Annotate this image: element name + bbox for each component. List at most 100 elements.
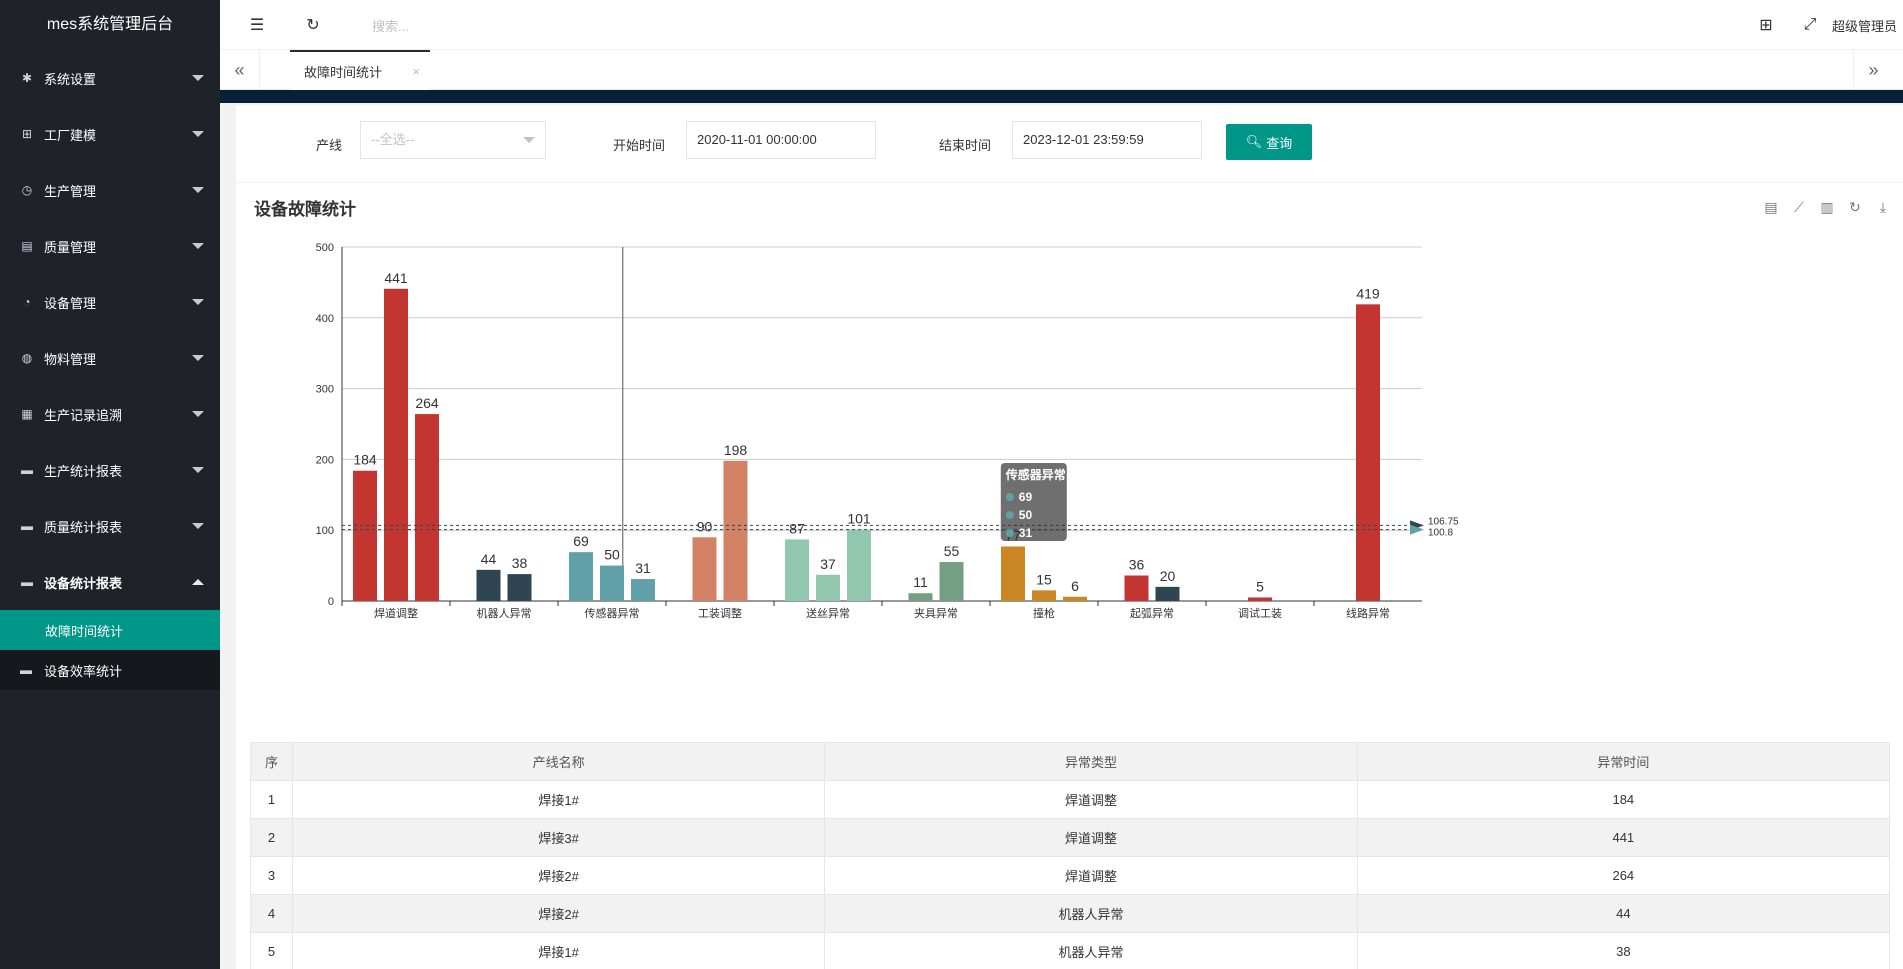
sidebar-item-label: 生产管理: [44, 183, 97, 199]
x-tick-label: 夹具异常: [914, 607, 958, 620]
filter-bar: 产线 --全选-- 开始时间 2020-11-01 00:00:00 结束时间 …: [236, 105, 1903, 183]
query-button[interactable]: 🔍︎ 查询: [1226, 124, 1312, 160]
sidebar-item-factory-modeling[interactable]: ⊞ 工厂建模: [0, 106, 220, 162]
data-label: 441: [384, 270, 408, 286]
data-label: 419: [1356, 285, 1380, 301]
table-cell: 焊接1#: [291, 932, 826, 969]
sidebar-item-equipment-report[interactable]: ▬ 设备统计报表: [0, 554, 220, 610]
fullscreen-icon[interactable]: ⤢: [1803, 16, 1817, 33]
document-icon: ▤: [21, 239, 33, 253]
tooltip-value: 31: [1019, 526, 1033, 540]
tooltip-title: 传感器异常: [1005, 467, 1066, 482]
bar: [1001, 546, 1025, 601]
chevron-down-icon: [192, 299, 204, 305]
table-header-row: 序 产线名称 异常类型 异常时间: [250, 742, 1891, 781]
sidebar-item-quality-management[interactable]: ▤ 质量管理: [0, 218, 220, 274]
data-label: 264: [415, 395, 439, 411]
data-label: 55: [944, 543, 960, 559]
refresh-icon[interactable]: ↻: [306, 17, 320, 34]
tab-strip: [220, 90, 1903, 103]
sidebar-subitem-equipment-efficiency[interactable]: ▬ 设备效率统计: [0, 650, 220, 690]
download-icon[interactable]: ⤓: [1879, 198, 1887, 215]
table-header: 序: [250, 742, 293, 781]
bar: [692, 537, 717, 601]
sidebar-item-label: 质量管理: [44, 239, 97, 255]
x-tick-label: 焊道调整: [374, 606, 418, 620]
chevron-down-icon: [192, 467, 204, 473]
chevron-down-icon: [192, 187, 204, 193]
table-row: 2 焊接3# 焊道调整 441: [250, 818, 1891, 857]
bar: [1155, 586, 1180, 601]
start-time-label: 开始时间: [613, 138, 666, 153]
bar: [600, 565, 624, 601]
bar: [1063, 596, 1087, 601]
sidebar-item-production-report[interactable]: ▬ 生产统计报表: [0, 442, 220, 498]
table-cell: 264: [1356, 856, 1891, 895]
sidebar-nav: ✱ 系统设置 ⊞ 工厂建模 ◷ 生产管理 ▤ 质量管理 ◔ 设备管理 ◍ 物料管…: [0, 50, 220, 610]
close-icon[interactable]: ×: [412, 63, 420, 79]
theme-icon[interactable]: ⊞: [1759, 17, 1773, 34]
table-row: 5 焊接1# 机器人异常 38: [250, 932, 1891, 969]
line-label: 产线: [316, 138, 343, 153]
mark-line-label: 106.75: [1428, 516, 1459, 527]
bar: [415, 414, 439, 601]
sidebar-item-production-trace[interactable]: ▦ 生产记录追溯: [0, 386, 220, 442]
table-cell: 焊接3#: [291, 818, 826, 857]
data-label: 5: [1256, 578, 1264, 594]
monitor-icon: ▬: [21, 463, 33, 477]
bar: [908, 593, 933, 601]
table-cell: 184: [1356, 780, 1891, 819]
tab-menu-icon[interactable]: ⌄: [1893, 50, 1903, 90]
line-chart-icon[interactable]: ⟋: [1794, 198, 1804, 215]
monitor-icon: ▬: [20, 663, 32, 677]
sidebar-item-equipment-management[interactable]: ◔ 设备管理: [0, 274, 220, 330]
chevron-down-icon: [192, 411, 204, 417]
start-time-input[interactable]: 2020-11-01 00:00:00: [686, 121, 876, 159]
table-cell: 4: [250, 894, 293, 933]
data-label: 90: [697, 518, 713, 534]
y-tick-label: 500: [316, 242, 334, 254]
line-select-value: --全选--: [371, 132, 415, 147]
menu-toggle-icon[interactable]: ☰: [249, 17, 265, 34]
data-label: 36: [1129, 557, 1145, 573]
data-label: 44: [481, 551, 497, 567]
bar: [1032, 590, 1056, 601]
x-tick-label: 工装调整: [698, 606, 742, 620]
table-icon: ▦: [21, 407, 33, 421]
sidebar-item-system-settings[interactable]: ✱ 系统设置: [0, 50, 220, 106]
bar: [384, 288, 408, 601]
x-tick-label: 起弧异常: [1130, 606, 1174, 620]
tooltip-marker: [1005, 493, 1014, 501]
user-menu[interactable]: 超级管理员: [1831, 19, 1897, 34]
sidebar-item-quality-report[interactable]: ▬ 质量统计报表: [0, 498, 220, 554]
sidebar-item-label: 工厂建模: [44, 127, 97, 143]
data-view-icon[interactable]: ▤: [1764, 198, 1778, 215]
x-tick-label: 调试工装: [1238, 607, 1282, 620]
sidebar-item-material-management[interactable]: ◍ 物料管理: [0, 330, 220, 386]
tab-scroll-left-icon[interactable]: «: [220, 50, 260, 90]
search-input[interactable]: 搜索...: [372, 19, 409, 34]
line-select[interactable]: --全选--: [360, 121, 546, 159]
end-time-input[interactable]: 2023-12-01 23:59:59: [1012, 121, 1202, 159]
tab-scroll-right-icon[interactable]: »: [1853, 50, 1893, 90]
tab-bar: « 故障时间统计 × » ⌄: [220, 50, 1903, 90]
table-row: 1 焊接1# 焊道调整 184: [250, 780, 1891, 819]
end-time-label: 结束时间: [939, 138, 992, 153]
sidebar-subnav: 故障时间统计 ▬ 设备效率统计: [0, 610, 220, 690]
bar: [939, 562, 964, 601]
restore-icon[interactable]: ↻: [1849, 198, 1861, 215]
tab-fault-time[interactable]: 故障时间统计 ×: [290, 50, 430, 90]
x-tick-label: 撞枪: [1033, 606, 1055, 620]
tooltip-value: 50: [1019, 508, 1033, 522]
sidebar-subitem-fault-time[interactable]: 故障时间统计: [0, 610, 220, 650]
table-cell: 焊道调整: [824, 856, 1358, 895]
sidebar-item-label: 生产统计报表: [44, 463, 123, 479]
chevron-down-icon: [192, 355, 204, 361]
gear-icon: ✱: [21, 71, 33, 85]
sidebar-item-label: 质量统计报表: [44, 519, 123, 535]
table-cell: 2: [250, 818, 293, 857]
tooltip-marker: [1005, 511, 1014, 519]
sidebar-item-production-management[interactable]: ◷ 生产管理: [0, 162, 220, 218]
bar-chart-icon[interactable]: ▥: [1820, 198, 1834, 215]
top-header: ☰ ↻ 搜索... ⊞ ⤢ 超级管理员: [220, 0, 1903, 50]
